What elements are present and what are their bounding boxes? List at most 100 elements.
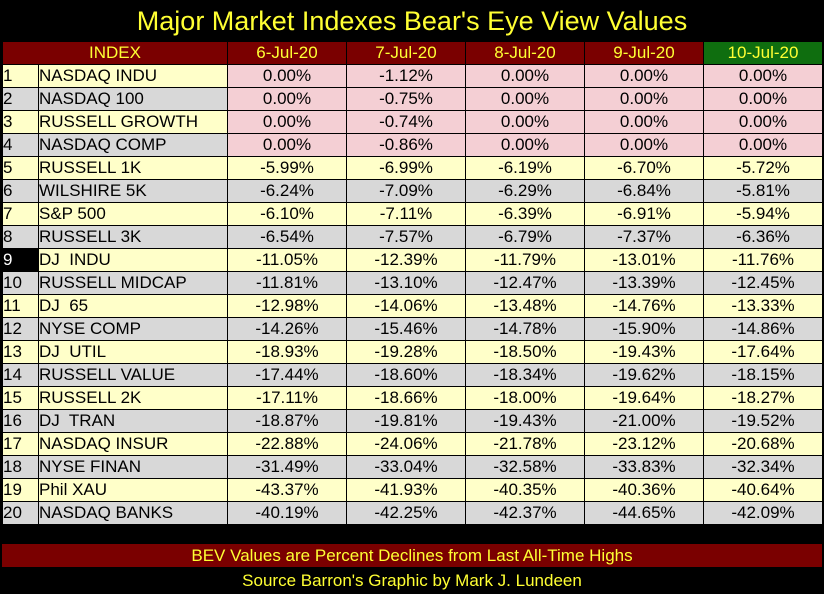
bev-value-cell: -11.79%	[465, 248, 585, 272]
bev-table: INDEX 6-Jul-20 7-Jul-20 8-Jul-20 9-Jul-2…	[2, 41, 823, 525]
bev-value-cell: -12.39%	[346, 248, 466, 272]
bev-value-cell: -12.45%	[703, 271, 823, 295]
bev-value-cell: -40.64%	[703, 478, 823, 502]
row-number: 20	[2, 501, 39, 525]
index-name: DJ UTIL	[38, 340, 228, 364]
bev-value-cell: -44.65%	[584, 501, 704, 525]
bev-value-cell: 0.00%	[227, 110, 347, 134]
header-date-latest: 10-Jul-20	[703, 41, 823, 65]
bev-value-cell: -18.60%	[346, 363, 466, 387]
bev-value-cell: -19.52%	[703, 409, 823, 433]
index-name: RUSSELL GROWTH	[38, 110, 228, 134]
row-number: 8	[2, 225, 39, 249]
table-row: 20 NASDAQ BANKS -40.19% -42.25% -42.37% -44.6…	[2, 501, 823, 525]
bev-value-cell: -0.74%	[346, 110, 466, 134]
index-name: NASDAQ COMP	[38, 133, 228, 157]
row-number: 1	[2, 64, 39, 88]
bev-value-cell: -19.81%	[346, 409, 466, 433]
bev-value-cell: -13.48%	[465, 294, 585, 318]
bev-value-cell: -24.06%	[346, 432, 466, 456]
bev-value-cell: -14.06%	[346, 294, 466, 318]
bev-value-cell: -12.47%	[465, 271, 585, 295]
bev-value-cell: 0.00%	[584, 133, 704, 157]
table-row: 2 NASDAQ 100 0.00% -0.75% 0.00% 0.00% 0.00%	[2, 87, 823, 111]
bev-value-cell: -12.98%	[227, 294, 347, 318]
bev-value-cell: -42.09%	[703, 501, 823, 525]
bev-value-cell: -18.15%	[703, 363, 823, 387]
bev-value-cell: -6.70%	[584, 156, 704, 180]
bev-value-cell: -6.24%	[227, 179, 347, 203]
table-row: 6 WILSHIRE 5K -6.24% -7.09% -6.29% -6.84% -5.8…	[2, 179, 823, 203]
bev-value-cell: -13.10%	[346, 271, 466, 295]
index-name: NASDAQ INDU	[38, 64, 228, 88]
row-number: 15	[2, 386, 39, 410]
table-row: 11 DJ 65 -12.98% -14.06% -13.48% -14.76% -13.3…	[2, 294, 823, 318]
bev-value-cell: -15.90%	[584, 317, 704, 341]
bev-value-cell: 0.00%	[465, 87, 585, 111]
bev-value-cell: 0.00%	[703, 110, 823, 134]
table-row: 7 S&P 500 -6.10% -7.11% -6.39% -6.91% -5.94%	[2, 202, 823, 226]
index-name: RUSSELL 3K	[38, 225, 228, 249]
row-number: 14	[2, 363, 39, 387]
bev-value-cell: -18.66%	[346, 386, 466, 410]
bev-value-cell: -18.27%	[703, 386, 823, 410]
row-number: 13	[2, 340, 39, 364]
row-number: 17	[2, 432, 39, 456]
header-date: 8-Jul-20	[465, 41, 585, 65]
bev-value-cell: 0.00%	[584, 110, 704, 134]
bev-value-cell: -1.12%	[346, 64, 466, 88]
row-number: 10	[2, 271, 39, 295]
bev-value-cell: -11.81%	[227, 271, 347, 295]
header-date: 6-Jul-20	[227, 41, 347, 65]
bev-value-cell: -7.57%	[346, 225, 466, 249]
bev-value-cell: 0.00%	[703, 133, 823, 157]
row-number: 7	[2, 202, 39, 226]
bev-value-cell: -14.86%	[703, 317, 823, 341]
bev-value-cell: 0.00%	[703, 87, 823, 111]
bev-value-cell: 0.00%	[227, 64, 347, 88]
index-name: DJ 65	[38, 294, 228, 318]
header-index: INDEX	[2, 41, 228, 65]
bev-value-cell: 0.00%	[584, 64, 704, 88]
bev-value-cell: -6.36%	[703, 225, 823, 249]
row-number: 12	[2, 317, 39, 341]
row-number: 5	[2, 156, 39, 180]
row-number: 16	[2, 409, 39, 433]
table-row: 12 NYSE COMP -14.26% -15.46% -14.78% -15.90% -…	[2, 317, 823, 341]
bev-value-cell: -21.78%	[465, 432, 585, 456]
table-row: 4 NASDAQ COMP 0.00% -0.86% 0.00% 0.00% 0.00%	[2, 133, 823, 157]
bev-value-cell: -18.34%	[465, 363, 585, 387]
bev-value-cell: -5.94%	[703, 202, 823, 226]
bev-value-cell: 0.00%	[465, 133, 585, 157]
row-number: 9	[2, 248, 39, 272]
table-row: 10 RUSSELL MIDCAP -11.81% -13.10% -12.47% -13…	[2, 271, 823, 295]
bev-value-cell: -13.33%	[703, 294, 823, 318]
table-row: 8 RUSSELL 3K -6.54% -7.57% -6.79% -7.37% -6.36…	[2, 225, 823, 249]
table-row: 17 NASDAQ INSUR -22.88% -24.06% -21.78% -23.1…	[2, 432, 823, 456]
bev-value-cell: -17.64%	[703, 340, 823, 364]
bev-value-cell: 0.00%	[465, 110, 585, 134]
header-date: 7-Jul-20	[346, 41, 466, 65]
index-name: RUSSELL 1K	[38, 156, 228, 180]
index-name: NYSE FINAN	[38, 455, 228, 479]
index-name: S&P 500	[38, 202, 228, 226]
bev-value-cell: -20.68%	[703, 432, 823, 456]
bev-value-cell: 0.00%	[703, 64, 823, 88]
bev-value-cell: -11.76%	[703, 248, 823, 272]
bev-value-cell: -19.43%	[584, 340, 704, 364]
bev-value-cell: -14.76%	[584, 294, 704, 318]
bev-value-cell: -6.84%	[584, 179, 704, 203]
index-name: RUSSELL MIDCAP	[38, 271, 228, 295]
bev-value-cell: -32.58%	[465, 455, 585, 479]
row-number: 19	[2, 478, 39, 502]
bev-value-cell: -11.05%	[227, 248, 347, 272]
bev-value-cell: -42.37%	[465, 501, 585, 525]
bev-value-cell: -40.36%	[584, 478, 704, 502]
bev-value-cell: -5.72%	[703, 156, 823, 180]
bev-value-cell: -19.43%	[465, 409, 585, 433]
bev-value-cell: -15.46%	[346, 317, 466, 341]
bev-value-cell: -6.54%	[227, 225, 347, 249]
table-row: 18 NYSE FINAN -31.49% -33.04% -32.58% -33.83%…	[2, 455, 823, 479]
bev-value-cell: -18.93%	[227, 340, 347, 364]
bev-value-cell: -19.62%	[584, 363, 704, 387]
